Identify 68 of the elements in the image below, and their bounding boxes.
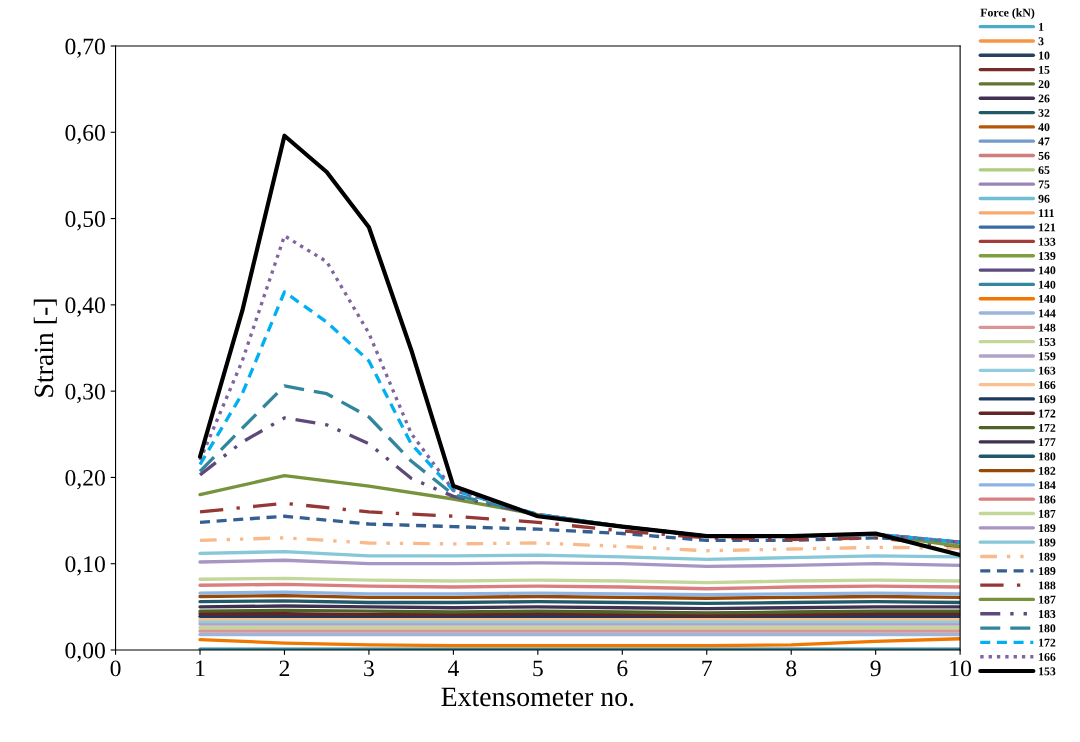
x-tick-label: 4: [447, 660, 459, 677]
x-tick-label: 5: [533, 660, 543, 677]
y-tick-label: 0,70: [65, 38, 105, 58]
y-tick-label: 0,40: [65, 297, 105, 317]
legend-label: 153: [1039, 667, 1056, 676]
y-tick-label: 0,20: [65, 469, 105, 490]
x-axis-title: Extensometer no.: [441, 687, 634, 707]
legend-label: 139: [1039, 252, 1056, 261]
legend-label: 153: [1039, 337, 1056, 346]
legend-label: 159: [1039, 352, 1056, 361]
legend-label: 189: [1039, 567, 1056, 576]
x-tick-label: 8: [786, 660, 797, 677]
legend-label: 172: [1039, 423, 1056, 432]
legend-label: 15: [1039, 65, 1050, 74]
legend-label: 184: [1039, 481, 1056, 490]
legend-label: 20: [1038, 80, 1050, 89]
x-tick-label: 0: [110, 660, 121, 677]
legend-label: 140: [1039, 295, 1056, 303]
legend-title: Force (kN): [980, 8, 1035, 19]
legend-label: 189: [1039, 552, 1056, 561]
legend-label: 180: [1039, 624, 1056, 633]
legend-label: 172: [1039, 638, 1056, 647]
x-tick-label: 7: [702, 660, 712, 677]
legend-label: 3: [1038, 37, 1044, 46]
legend-label: 166: [1039, 653, 1056, 661]
legend-label: 140: [1039, 266, 1056, 275]
legend-label: 177: [1039, 438, 1056, 447]
legend-label: 189: [1039, 538, 1056, 547]
y-axis-title: Strain [-]: [33, 299, 57, 397]
legend-label: 187: [1039, 509, 1056, 518]
x-tick-label: 3: [364, 660, 374, 677]
legend-label: 163: [1039, 366, 1056, 375]
y-tick-label: 0,00: [65, 642, 105, 662]
legend-label: 169: [1039, 395, 1056, 404]
legend-label: 166: [1039, 380, 1056, 389]
legend-label: 96: [1038, 194, 1050, 203]
legend-label: 121: [1039, 223, 1056, 232]
legend-label: 32: [1038, 108, 1050, 117]
legend-label: 189: [1039, 524, 1056, 533]
y-tick-label: 0,10: [65, 556, 105, 576]
x-tick-label: 10: [950, 660, 972, 677]
x-tick-label: 1: [196, 660, 205, 677]
legend-label: 65: [1038, 166, 1050, 175]
y-tick-label: 0,50: [65, 211, 105, 231]
legend-label: 187: [1039, 595, 1056, 604]
legend-label: 180: [1039, 452, 1056, 461]
legend-label: 188: [1039, 581, 1056, 590]
legend-label: 1: [1039, 22, 1044, 31]
x-tick-label: 6: [617, 660, 628, 677]
legend-label: 56: [1038, 151, 1050, 160]
legend-label: 148: [1039, 323, 1056, 332]
legend-label: 183: [1039, 610, 1056, 618]
legend-label: 75: [1038, 180, 1050, 189]
legend-label: 186: [1039, 495, 1056, 504]
legend-label: 47: [1038, 137, 1050, 146]
x-tick-label: 2: [279, 660, 290, 677]
legend-label: 144: [1039, 309, 1056, 318]
legend-label: 111: [1039, 209, 1054, 217]
legend-label: 140: [1039, 280, 1056, 289]
legend-label: 10: [1039, 51, 1050, 60]
legend-label: 182: [1039, 466, 1056, 475]
y-tick-label: 0,60: [65, 124, 105, 145]
legend-label: 172: [1039, 409, 1056, 418]
legend-label: 26: [1038, 94, 1050, 103]
legend-label: 133: [1039, 237, 1056, 246]
x-tick-label: 9: [870, 660, 881, 677]
legend-label: 40: [1038, 123, 1050, 132]
y-tick-label: 0,30: [65, 383, 105, 403]
